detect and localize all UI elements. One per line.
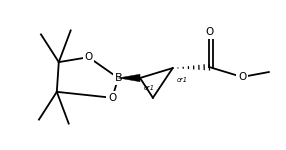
Text: O: O bbox=[108, 93, 116, 103]
Text: O: O bbox=[205, 27, 214, 37]
Text: B: B bbox=[114, 73, 122, 83]
Polygon shape bbox=[118, 74, 140, 82]
Text: or1: or1 bbox=[177, 77, 188, 83]
Text: O: O bbox=[84, 52, 93, 62]
Text: O: O bbox=[238, 72, 246, 82]
Text: or1: or1 bbox=[144, 85, 155, 91]
